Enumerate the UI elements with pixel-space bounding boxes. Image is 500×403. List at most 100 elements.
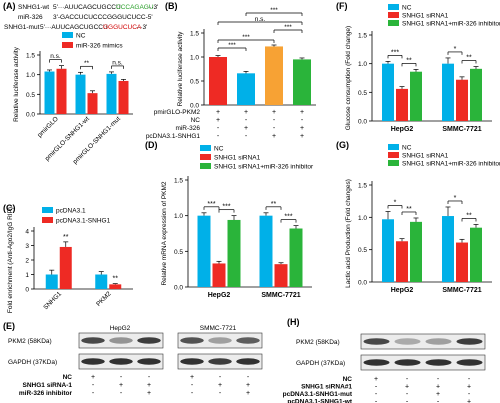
seq-mut-5: 5'···AUUCAGCUGCCU bbox=[40, 24, 108, 31]
condition-mark: - bbox=[245, 117, 248, 124]
seq-wt-label: SNHG1-wt bbox=[18, 4, 49, 11]
bar-mir-326-mimics bbox=[87, 93, 98, 114]
legend-swatch bbox=[62, 32, 73, 38]
condition-mark: + bbox=[147, 382, 151, 389]
panel-e-blot: HepG2 SMMC-7721 PKM2 (58KDa) GAPDH (37KD… bbox=[8, 325, 263, 397]
y-tick-label: 1.5 bbox=[26, 53, 35, 60]
legend-label: NC bbox=[76, 33, 86, 40]
condition-mark: - bbox=[273, 125, 276, 132]
condition-mark: + bbox=[216, 117, 220, 124]
legend-swatch bbox=[388, 20, 399, 26]
legend-label: SNHG1 siRNA1+miR-326 inhibitor bbox=[402, 161, 500, 168]
bar-nc bbox=[259, 215, 273, 287]
seq-mir-label: miR-326 bbox=[18, 14, 43, 21]
sig-label: * bbox=[454, 195, 457, 202]
h-blot-pkm2 bbox=[360, 333, 486, 350]
y-tick-label: 0.5 bbox=[26, 92, 35, 99]
condition-label: pcDNA3.1-SNHG1-mut bbox=[283, 391, 353, 398]
sig-label: ** bbox=[406, 57, 412, 64]
condition-mark: + bbox=[272, 133, 276, 140]
condition-label: SNHG1 siRNA-1 bbox=[23, 382, 73, 389]
e-blot-pkm2-smmc bbox=[177, 332, 263, 349]
blot-band bbox=[81, 358, 105, 365]
legend-swatch bbox=[388, 160, 399, 166]
blot-band bbox=[425, 359, 452, 366]
x-tick-label: HepG2 bbox=[391, 126, 414, 133]
x-tick-label: SNHG1 bbox=[42, 290, 63, 311]
condition-mark: - bbox=[375, 399, 378, 403]
y-tick-label: 0 bbox=[25, 287, 29, 294]
condition-mark: + bbox=[190, 374, 194, 381]
x-tick-label: PKM2 bbox=[95, 290, 113, 308]
legend-swatch bbox=[388, 144, 399, 150]
x-tick-label: SMMC-7721 bbox=[442, 126, 481, 133]
condition-label: SNHG1 siRNA#1 bbox=[301, 384, 352, 391]
condition-mark: + bbox=[91, 374, 95, 381]
y-axis-label: Lactic acid Production (Fold changes) bbox=[345, 179, 352, 288]
condition-mark: + bbox=[244, 125, 248, 132]
x-tick-label: HepG2 bbox=[391, 287, 414, 294]
y-tick-label: 4 bbox=[25, 229, 29, 236]
y-tick-label: 1.5 bbox=[358, 33, 367, 40]
y-axis-label: Glucose consumption (Fold change) bbox=[345, 26, 352, 130]
condition-mark: - bbox=[120, 390, 123, 397]
condition-mark: + bbox=[272, 109, 276, 116]
bar-condition-4 bbox=[293, 59, 311, 105]
y-tick-label: 1.5 bbox=[358, 183, 367, 190]
condition-mark: + bbox=[436, 391, 440, 398]
bar-nc bbox=[197, 215, 211, 287]
sig-label: n.s. bbox=[112, 59, 123, 66]
condition-mark: + bbox=[300, 125, 304, 132]
e-cell2: SMMC-7721 bbox=[200, 325, 237, 332]
panel-label-a: (A) bbox=[3, 1, 16, 11]
condition-mark: - bbox=[273, 117, 276, 124]
blot-band bbox=[236, 337, 260, 344]
seq-wt-5: 5'···AUUCAGCUGCCU bbox=[53, 4, 121, 11]
bar-pcdna3-1 bbox=[45, 274, 58, 289]
x-tick-label: HepG2 bbox=[208, 292, 231, 299]
panel-a-sequences: (A) SNHG1-wt 5'···AUUCAGCUGCCU CCCAGAGU … bbox=[3, 1, 158, 31]
bar-snhg1-sirna1-mir-326-inhibitor bbox=[227, 219, 241, 287]
bar-nc bbox=[442, 216, 454, 282]
sig-label: *** bbox=[284, 24, 292, 31]
sig-label: *** bbox=[207, 201, 215, 208]
condition-mark: - bbox=[375, 391, 378, 398]
sig-label: ** bbox=[271, 201, 277, 208]
y-axis-label: Relative mRNA expression of PKM2 bbox=[161, 181, 168, 285]
condition-label: miR-326 bbox=[175, 125, 200, 132]
y-axis-label: Relative luciferase activity bbox=[177, 31, 184, 107]
panel-label-g: (G) bbox=[336, 140, 349, 150]
condition-mark: + bbox=[119, 382, 123, 389]
bar-condition-3 bbox=[265, 46, 283, 105]
condition-mark: + bbox=[405, 384, 409, 391]
bar-snhg1-sirna1-mir-326-inhibitor bbox=[470, 227, 482, 282]
bar-pcdna3-1-snhg1 bbox=[59, 246, 72, 289]
h-blot-gapdh bbox=[360, 354, 486, 371]
blot-band bbox=[208, 358, 232, 365]
condition-mark: - bbox=[217, 133, 220, 140]
legend-label: SNHG1 siRNA1 bbox=[402, 13, 449, 20]
bar-mir-326-mimics bbox=[56, 68, 67, 114]
bar-snhg1-sirna1-mir-326-inhibitor bbox=[410, 71, 422, 121]
chart-g: 0.0 0.5 1.0 1.5 Lactic acid Production (Fold… bbox=[345, 144, 500, 294]
condition-mark: + bbox=[467, 384, 471, 391]
blot-band bbox=[109, 337, 133, 344]
sig-label: *** bbox=[222, 204, 230, 211]
panel-label-d: (D) bbox=[145, 140, 158, 150]
condition-mark: - bbox=[247, 374, 250, 381]
y-tick-label: 1.0 bbox=[26, 72, 35, 79]
sig-label: *** bbox=[228, 42, 236, 49]
sig-label: *** bbox=[284, 214, 292, 221]
bar-snhg1-sirna1 bbox=[456, 79, 468, 121]
bar-nc bbox=[106, 73, 117, 114]
seq-wt-3: ···3' bbox=[147, 4, 158, 11]
condition-mark: - bbox=[148, 374, 151, 381]
y-tick-label: 0.0 bbox=[26, 112, 35, 119]
legend-label: SNHG1 siRNA1+miR-326 inhibitor bbox=[214, 164, 314, 171]
legend-label: NC bbox=[402, 5, 412, 12]
condition-mark: - bbox=[375, 384, 378, 391]
legend-label: NC bbox=[402, 145, 412, 152]
y-tick-label: 1 bbox=[25, 272, 29, 279]
blot-band bbox=[208, 337, 232, 344]
